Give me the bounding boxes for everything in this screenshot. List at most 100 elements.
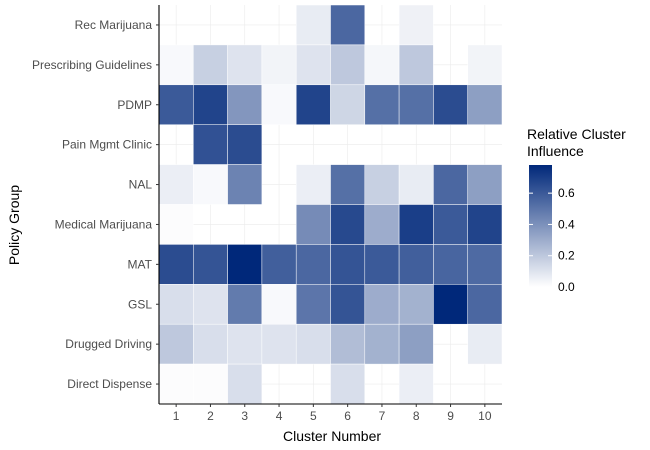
- heatmap-cell: [295, 44, 331, 86]
- heatmap-cell: [227, 323, 263, 365]
- y-tick-label: Prescribing Guidelines: [32, 58, 152, 72]
- legend-tick-label: 0.2: [558, 249, 575, 263]
- heatmap-cell: [364, 284, 400, 325]
- legend-title-line2: Influence: [527, 143, 584, 159]
- legend-tick-label: 0.6: [558, 186, 575, 200]
- heatmap-cell: [227, 164, 263, 205]
- legend-colorbar: [529, 165, 552, 287]
- y-tick-label: MAT: [128, 257, 153, 271]
- heatmap-cell: [295, 244, 331, 285]
- heatmap-cell: [433, 84, 468, 125]
- heatmap-cell: [330, 4, 366, 46]
- heatmap-cell: [227, 84, 263, 125]
- x-axis-title: Cluster Number: [283, 428, 381, 444]
- x-tick-label: 1: [173, 409, 180, 423]
- y-axis-title: Policy Group: [6, 185, 22, 265]
- heatmap-cell: [467, 44, 503, 86]
- legend-title-line1: Relative Cluster: [527, 126, 626, 142]
- heatmap-cell: [330, 284, 366, 325]
- heatmap-cell: [261, 244, 297, 285]
- heatmap-cell: [158, 363, 194, 405]
- y-tick-label: GSL: [128, 297, 152, 311]
- heatmap-cell: [158, 204, 194, 245]
- axes: [158, 5, 502, 405]
- heatmap-cell: [467, 323, 503, 365]
- x-tick-label: 10: [478, 409, 492, 423]
- heatmap-cell: [433, 204, 468, 245]
- heatmap-cell: [467, 84, 503, 125]
- y-tick-label: Pain Mgmt Clinic: [62, 138, 152, 152]
- x-tick-label: 6: [344, 409, 351, 423]
- heatmap-cell: [330, 84, 366, 125]
- heatmap-cell: [295, 4, 331, 46]
- heatmap-cell: [261, 84, 297, 125]
- heatmap-cell: [330, 323, 366, 365]
- y-tick-label: Rec Marijuana: [75, 18, 153, 32]
- heatmap-cell: [227, 244, 263, 285]
- legend-ticks: 0.0 0.2 0.4 0.6: [529, 186, 575, 294]
- heatmap-cell: [398, 323, 434, 365]
- heatmap-cell: [398, 44, 434, 86]
- heatmap-cell: [330, 44, 366, 86]
- heatmap-cell: [227, 44, 263, 86]
- heatmap-cell: [364, 164, 400, 205]
- heatmap-cell: [398, 164, 434, 205]
- heatmap-cell: [261, 323, 297, 365]
- heatmap-cell: [467, 204, 503, 245]
- heatmap-cell: [467, 284, 503, 325]
- heatmap-cell: [433, 244, 468, 285]
- y-tick-labels: Rec Marijuana Prescribing Guidelines PDMP P…: [32, 18, 159, 391]
- heatmap-cell: [261, 44, 297, 86]
- x-tick-label: 4: [276, 409, 283, 423]
- heatmap-cell: [433, 164, 468, 205]
- heatmap-cell: [227, 284, 263, 325]
- x-tick-label: 8: [413, 409, 420, 423]
- heatmap-cell: [364, 44, 400, 86]
- heatmap-cell: [364, 323, 400, 365]
- heatmap-cell: [193, 323, 228, 365]
- heatmap-cell: [295, 284, 331, 325]
- heatmap-cell: [364, 244, 400, 285]
- heatmap-cell: [330, 244, 366, 285]
- heatmap-cell: [467, 164, 503, 205]
- heatmap-cell: [330, 164, 366, 205]
- heatmap-cell: [364, 84, 400, 125]
- heatmap-cell: [364, 204, 400, 245]
- heatmap-cell: [398, 244, 434, 285]
- heatmap-cell: [193, 244, 228, 285]
- heatmap-cell: [158, 84, 194, 125]
- x-tick-label: 9: [447, 409, 454, 423]
- heatmap-cell: [261, 284, 297, 325]
- y-tick-label: Drugged Driving: [65, 337, 152, 351]
- heatmap-cell: [467, 244, 503, 285]
- heatmap-cell: [193, 84, 228, 125]
- heatmap-cell: [158, 164, 194, 205]
- legend-tick-label: 0.4: [558, 217, 575, 231]
- heatmap-cell: [398, 284, 434, 325]
- heatmap-cell: [158, 44, 194, 86]
- heatmap-cell: [398, 84, 434, 125]
- y-tick-label: NAL: [129, 178, 153, 192]
- heatmap-cell: [295, 204, 331, 245]
- heatmap-cell: [158, 244, 194, 285]
- x-tick-label: 5: [310, 409, 317, 423]
- heatmap-cell: [295, 323, 331, 365]
- heatmap-cells: [158, 4, 503, 405]
- heatmap-cell: [295, 84, 331, 125]
- heatmap-cell: [398, 363, 434, 405]
- heatmap-cell: [330, 363, 366, 405]
- heatmap-cell: [158, 323, 194, 365]
- heatmap-cell: [193, 164, 228, 205]
- heatmap-cell: [295, 164, 331, 205]
- heatmap-cell: [193, 44, 228, 86]
- heatmap-cell: [227, 363, 263, 405]
- heatmap-cell: [398, 204, 434, 245]
- y-tick-label: PDMP: [117, 98, 152, 112]
- x-tick-labels: 1 2 3 4 5 6 7 8 9 10: [173, 404, 492, 423]
- heatmap-cell: [398, 4, 434, 46]
- x-tick-label: 7: [379, 409, 386, 423]
- heatmap-cell: [227, 124, 263, 165]
- y-tick-label: Direct Dispense: [67, 377, 152, 391]
- heatmap-cell: [193, 363, 228, 405]
- heatmap-cell: [158, 284, 194, 325]
